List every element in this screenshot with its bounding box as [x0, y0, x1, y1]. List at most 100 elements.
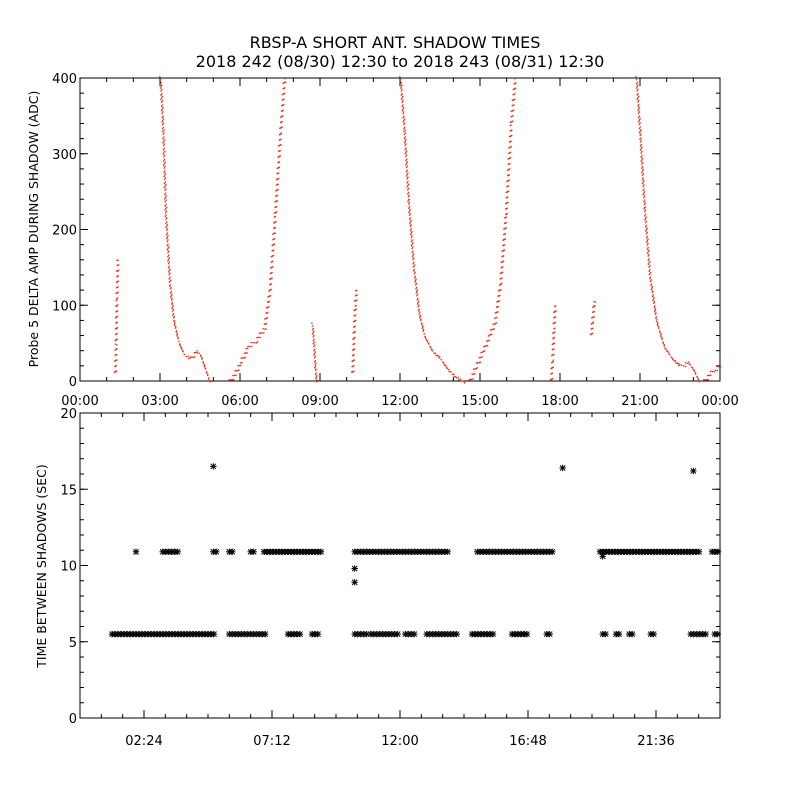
bottom-axis-ticks: 02:24 07:12 12:00 16:48 21:36 0 5 10 15 20	[60, 407, 721, 749]
top-data-point	[637, 101, 639, 103]
top-data-point	[399, 79, 402, 81]
top-data-point	[513, 77, 515, 80]
top-data-point	[443, 362, 445, 364]
top-data-point	[456, 377, 458, 379]
top-data-point	[409, 221, 412, 223]
top-data-point	[409, 213, 411, 215]
top-data-point	[645, 229, 648, 231]
top-data-point	[640, 133, 642, 135]
top-data-point	[116, 297, 119, 299]
top-data-point	[652, 294, 654, 296]
top-data-point	[270, 283, 272, 285]
top-data-point	[718, 366, 720, 368]
top-data-point	[187, 357, 189, 360]
top-data-point	[450, 371, 452, 373]
top-data-point	[641, 146, 643, 149]
top-data-point	[645, 216, 647, 218]
top-data-point	[507, 190, 510, 192]
bottom-data-point	[549, 548, 556, 555]
top-data-point	[354, 300, 356, 302]
top-data-point	[165, 199, 167, 201]
top-data-point	[187, 355, 189, 357]
top-data-point	[474, 368, 476, 370]
top-data-point	[468, 379, 470, 381]
top-data-point	[163, 178, 166, 180]
top-data-point	[502, 266, 504, 268]
top-data-point	[269, 267, 272, 269]
top-data-point	[166, 229, 168, 231]
top-data-point	[276, 194, 278, 197]
top-data-point	[408, 211, 410, 214]
top-data-point	[407, 191, 410, 194]
top-data-point	[491, 328, 493, 331]
top-data-point	[695, 373, 697, 375]
top-data-point	[164, 185, 166, 187]
top-data-point	[415, 278, 417, 280]
top-data-point	[670, 356, 672, 358]
top-data-point	[658, 327, 660, 329]
top-data-point	[645, 233, 648, 235]
top-data-point	[405, 155, 407, 158]
top-data-point	[646, 235, 648, 238]
top-data-point	[495, 316, 498, 319]
bottom-data-point	[546, 630, 553, 638]
top-data-point	[639, 122, 641, 124]
top-data-point	[356, 299, 358, 301]
top-data-point	[313, 357, 316, 359]
top-data-point	[268, 300, 270, 303]
bottom-data-point	[489, 630, 497, 638]
top-data-point	[405, 159, 407, 162]
top-data-point	[697, 378, 699, 380]
top-data-point	[429, 346, 432, 349]
top-data-point	[506, 196, 508, 199]
top-data-point	[409, 225, 412, 227]
top-data-point	[471, 373, 473, 376]
top-data-point	[554, 321, 557, 324]
top-data-point	[354, 314, 357, 316]
top-data-point	[412, 246, 414, 248]
top-data-point	[185, 355, 187, 358]
top-data-point	[316, 379, 318, 381]
top-data-point	[497, 295, 499, 297]
top-data-point	[164, 172, 167, 175]
top-data-point	[646, 227, 648, 229]
top-data-point	[167, 243, 169, 245]
top-data-point	[496, 306, 499, 308]
top-data-point	[418, 304, 420, 306]
bottom-data-point	[394, 630, 401, 638]
top-data-point	[503, 244, 506, 246]
top-data-point	[643, 188, 645, 190]
top-data-point	[661, 337, 663, 339]
top-data-point	[280, 138, 282, 140]
top-data-point	[163, 156, 165, 158]
top-data-point	[593, 305, 595, 307]
top-data-point	[204, 368, 207, 370]
top-data-point	[202, 361, 204, 363]
top-data-point	[179, 343, 181, 346]
top-data-point	[459, 378, 462, 380]
top-data-point	[266, 317, 269, 319]
top-data-point	[668, 353, 670, 355]
top-data-point	[641, 166, 644, 168]
top-data-point	[463, 382, 465, 384]
top-data-point	[402, 95, 404, 98]
top-data-point	[280, 132, 282, 134]
bottom-data-point	[351, 579, 358, 586]
top-data-point	[656, 319, 658, 321]
top-data-point	[642, 177, 644, 179]
top-data-point	[472, 378, 474, 380]
top-data-point	[178, 340, 180, 343]
top-data-point	[353, 343, 356, 345]
top-data-point	[239, 364, 242, 367]
top-data-point	[406, 161, 408, 163]
top-data-point	[168, 265, 170, 268]
top-data-point	[198, 352, 200, 354]
top-data-point	[415, 284, 417, 286]
top-data-point	[509, 151, 512, 154]
top-data-point	[163, 147, 165, 149]
top-data-point	[266, 312, 268, 314]
top-data-point	[403, 115, 405, 117]
top-data-point	[167, 247, 169, 249]
top-data-point	[167, 239, 169, 241]
